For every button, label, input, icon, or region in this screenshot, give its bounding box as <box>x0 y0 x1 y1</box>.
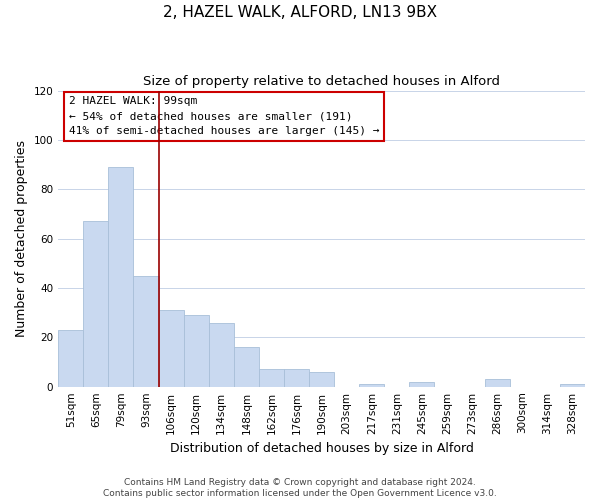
Bar <box>485 380 510 386</box>
Bar <box>158 310 184 386</box>
Bar <box>309 372 334 386</box>
Bar <box>560 384 585 386</box>
Text: 2 HAZEL WALK: 99sqm
← 54% of detached houses are smaller (191)
41% of semi-detac: 2 HAZEL WALK: 99sqm ← 54% of detached ho… <box>69 96 379 136</box>
Bar <box>284 370 309 386</box>
X-axis label: Distribution of detached houses by size in Alford: Distribution of detached houses by size … <box>170 442 473 455</box>
Bar <box>359 384 385 386</box>
Bar <box>184 315 209 386</box>
Y-axis label: Number of detached properties: Number of detached properties <box>15 140 28 337</box>
Title: Size of property relative to detached houses in Alford: Size of property relative to detached ho… <box>143 75 500 88</box>
Bar <box>409 382 434 386</box>
Bar <box>234 347 259 387</box>
Bar <box>209 322 234 386</box>
Bar <box>109 167 133 386</box>
Bar <box>259 370 284 386</box>
Text: 2, HAZEL WALK, ALFORD, LN13 9BX: 2, HAZEL WALK, ALFORD, LN13 9BX <box>163 5 437 20</box>
Text: Contains HM Land Registry data © Crown copyright and database right 2024.
Contai: Contains HM Land Registry data © Crown c… <box>103 478 497 498</box>
Bar <box>58 330 83 386</box>
Bar <box>133 276 158 386</box>
Bar <box>83 222 109 386</box>
